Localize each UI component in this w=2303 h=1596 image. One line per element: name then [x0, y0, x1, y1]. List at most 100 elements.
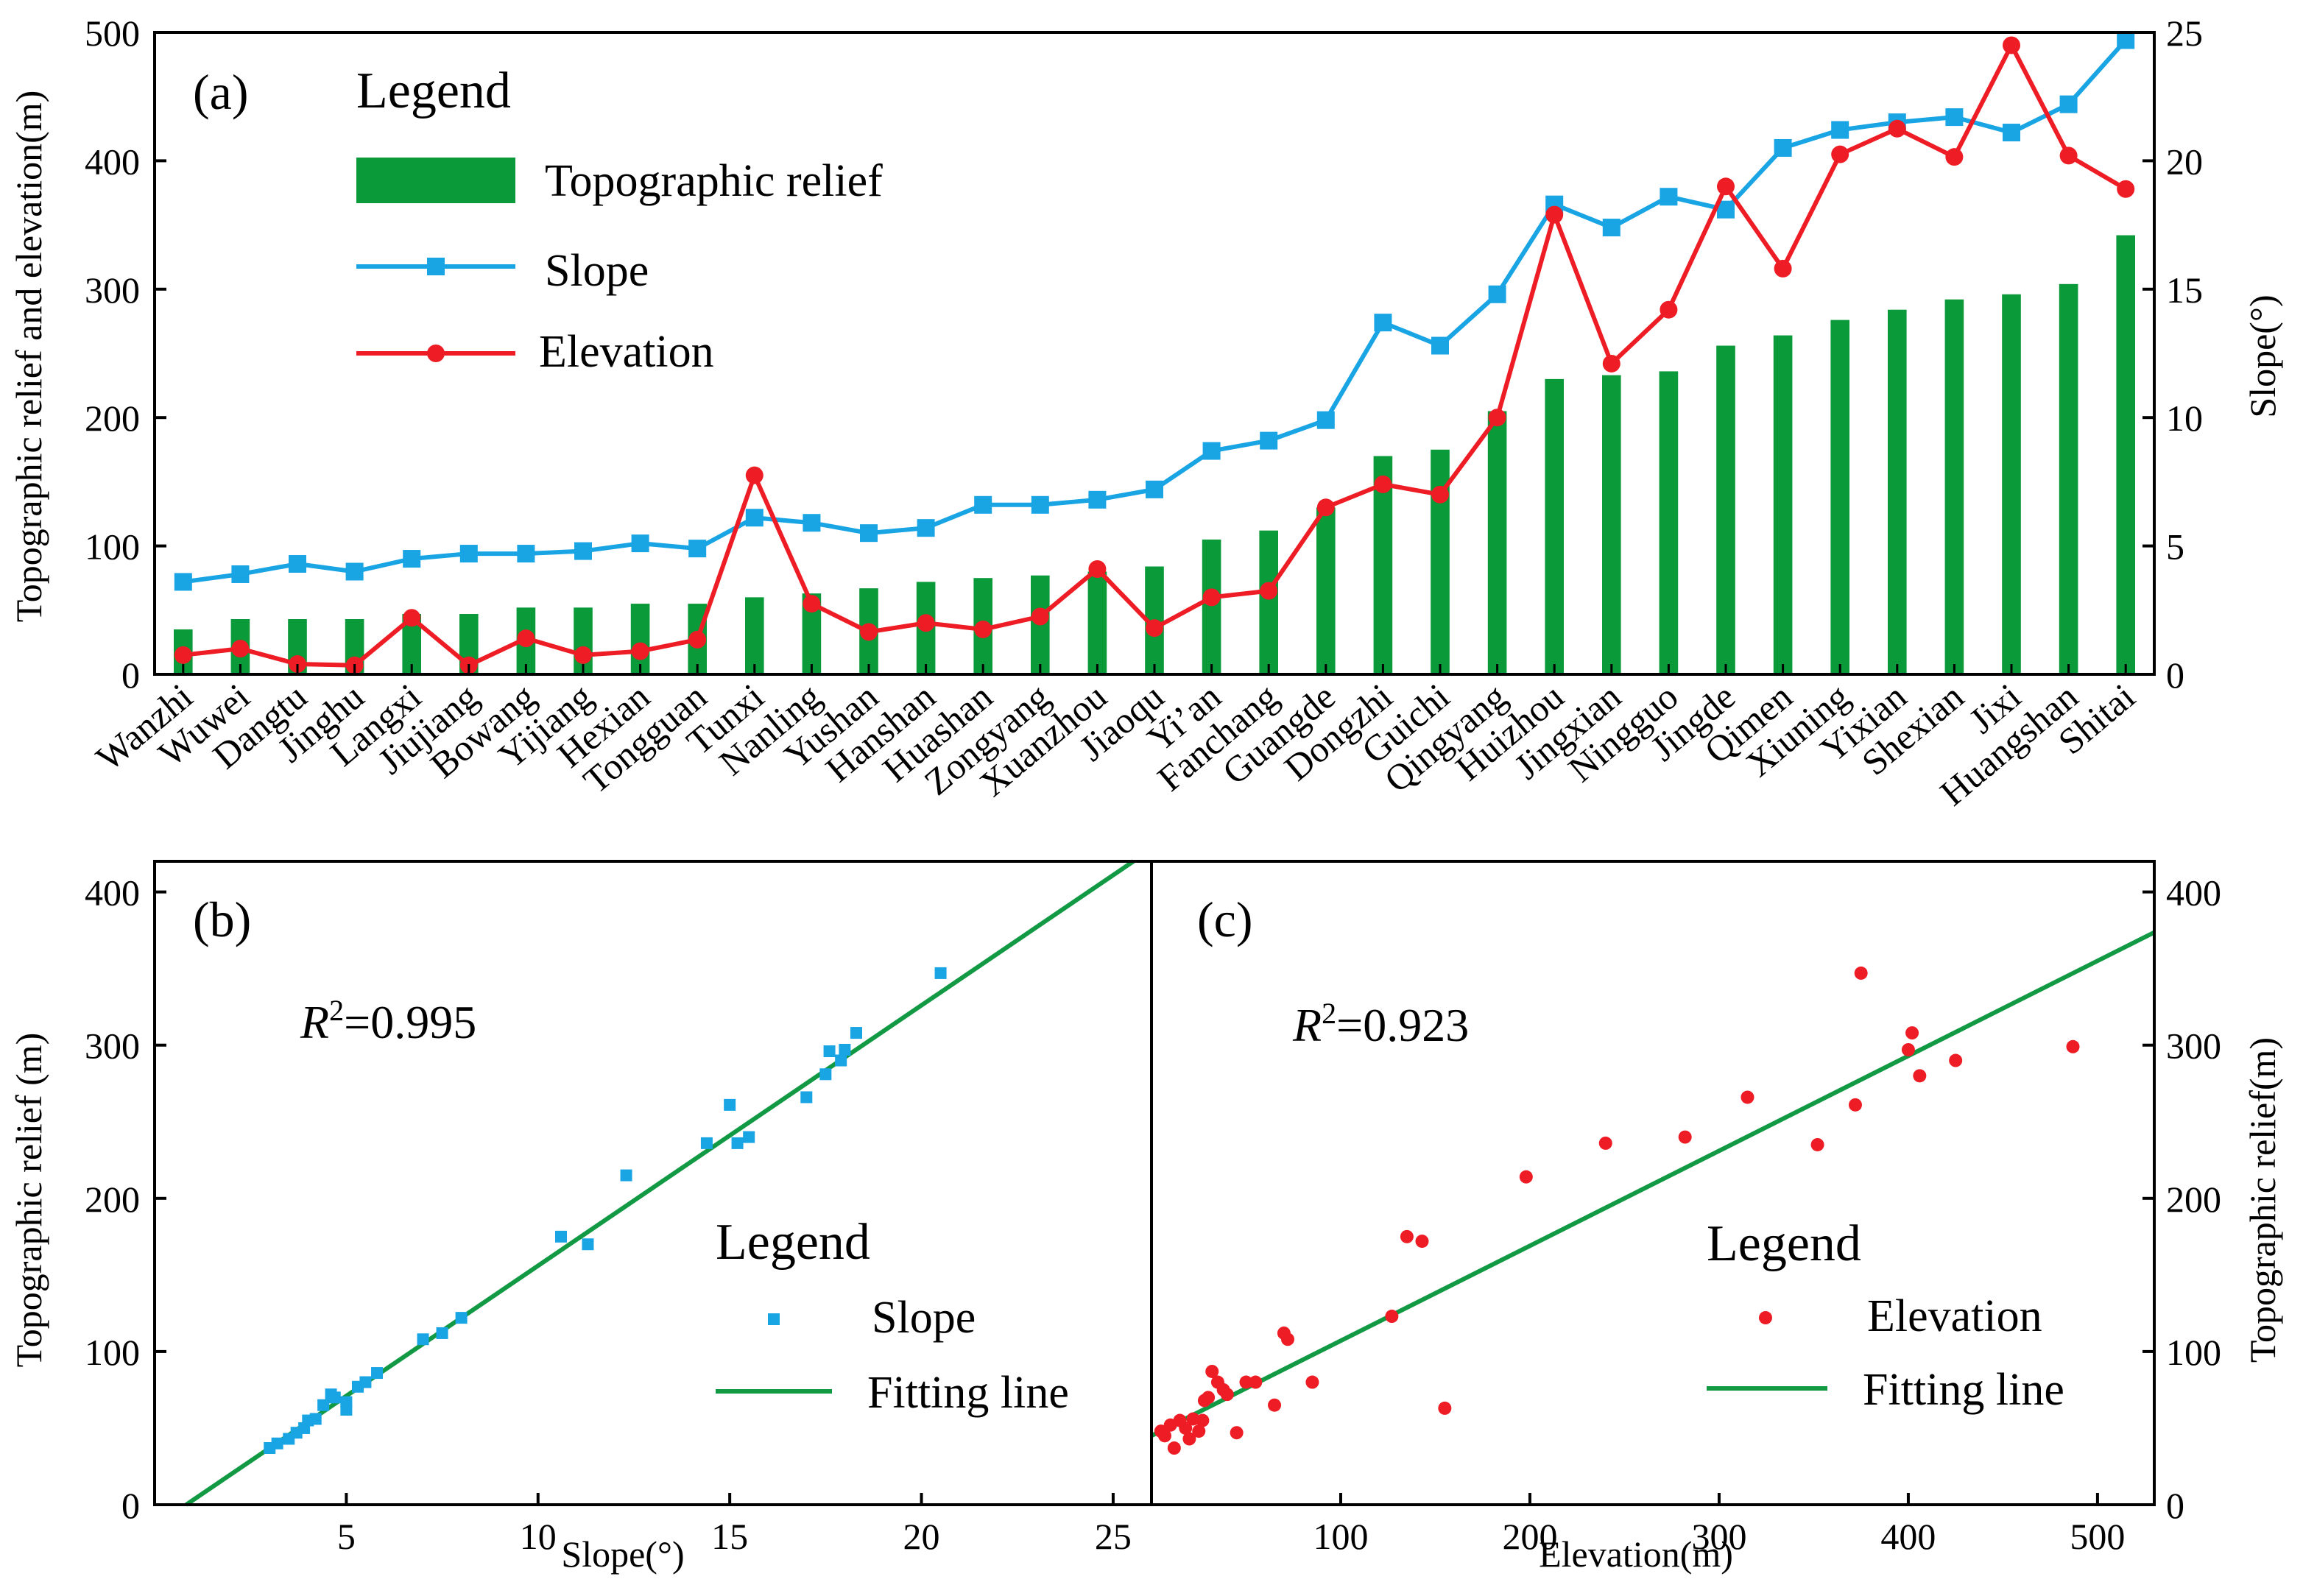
slope-marker [345, 562, 364, 581]
x-tick-label: 25 [1095, 1516, 1132, 1557]
x-tick-label: 100 [1313, 1516, 1368, 1557]
y-tick-label: 200 [85, 398, 140, 439]
data-point [271, 1437, 283, 1450]
data-point [800, 1091, 813, 1104]
panel-b-y-axis-label: Topographic relief (m) [8, 1033, 49, 1368]
data-point [1249, 1375, 1263, 1389]
panel-c-y-axis-ticks: 0 100 200 300 400 [2142, 872, 2221, 1526]
slope-marker [1431, 336, 1449, 355]
y-tick-label: 400 [85, 141, 140, 182]
r2-symbol: R [1292, 999, 1322, 1051]
elevation-marker [1774, 259, 1792, 278]
elevation-marker [1316, 498, 1335, 517]
elevation-marker [1945, 148, 1964, 166]
r2-value: =0.923 [1336, 999, 1469, 1051]
slope-marker [803, 514, 821, 532]
slope-marker [1146, 480, 1163, 498]
slope-marker [574, 542, 592, 560]
y-tick-label: 0 [2166, 1485, 2184, 1526]
elevation-points [1154, 966, 2080, 1455]
legend-elevation-label: Elevation [539, 327, 714, 377]
panel-c-chart: 0 100 200 300 400 100 200 300 400 500 (c) R2=0.9… [1150, 872, 2283, 1575]
data-point [1202, 1391, 1216, 1405]
data-point [417, 1333, 429, 1346]
data-point [1196, 1413, 1210, 1427]
elevation-marker [1374, 475, 1392, 493]
relief-bar [2002, 294, 2021, 674]
y-tick-label: 100 [85, 1332, 140, 1373]
data-point [359, 1376, 372, 1388]
data-point [1281, 1332, 1295, 1346]
relief-bar [1716, 345, 1735, 674]
y-tick-label: 300 [2166, 1025, 2221, 1067]
panel-b-label: (b) [193, 891, 251, 947]
elevation-marker [1545, 205, 1564, 224]
elevation-marker [688, 630, 707, 649]
elevation-marker [174, 646, 192, 664]
y-tick-label: 0 [121, 654, 140, 696]
relief-bar [1887, 309, 1907, 674]
legend-elevation-marker [1759, 1311, 1772, 1324]
legend-elevation-marker [427, 345, 445, 362]
data-point [436, 1327, 448, 1339]
elevation-marker [974, 620, 992, 638]
y-tick-label: 0 [121, 1485, 140, 1526]
data-point [309, 1413, 322, 1425]
data-point [700, 1137, 713, 1149]
panel-b-x-axis-ticks: 5 10 15 20 25 [337, 1493, 1132, 1557]
elevation-marker [2059, 146, 2078, 165]
panel-a-y-axis-label: Topographic relief and elevation(m) [8, 91, 49, 623]
y-tick-label: 100 [2166, 1332, 2221, 1373]
y2-tick-label: 10 [2166, 398, 2203, 439]
elevation-marker [2117, 180, 2135, 198]
data-point [1598, 1136, 1612, 1150]
elevation-marker [1431, 485, 1449, 504]
data-point [1848, 1098, 1862, 1112]
data-point [1913, 1069, 1927, 1083]
panel-c-r2: R2=0.923 [1292, 997, 1469, 1051]
fit-line [1150, 930, 2156, 1438]
legend-fitting-label: Fitting line [867, 1368, 1069, 1418]
elevation-marker [1260, 582, 1278, 600]
y-tick-label: 500 [85, 13, 140, 54]
category-axis-ticks: WanzhiWuweiDangtuJinghuLangxiJiujiangBow… [88, 664, 2142, 813]
data-point [1205, 1364, 1219, 1378]
panel-b-legend: Legend Slope Fitting line [716, 1214, 1069, 1418]
r2-superscript: 2 [329, 994, 344, 1027]
data-point [839, 1043, 851, 1056]
data-point [1268, 1398, 1282, 1412]
slope-marker [1660, 188, 1678, 206]
slope-marker [1202, 442, 1221, 460]
data-point [582, 1238, 594, 1251]
relief-bar [1316, 507, 1336, 674]
elevation-marker [1660, 300, 1678, 319]
relief-bars [173, 235, 2136, 675]
slope-marker [745, 509, 763, 527]
legend-fitting-label: Fitting line [1863, 1365, 2064, 1415]
data-point [1415, 1235, 1429, 1249]
panel-c-y-axis-label: Topographic relief(m) [2242, 1037, 2283, 1363]
slope-marker [1488, 285, 1506, 303]
data-point [743, 1131, 755, 1143]
panel-b-x-axis-label: Slope(°) [561, 1533, 684, 1575]
panel-c-legend: Legend Elevation Fitting line [1707, 1215, 2064, 1415]
panel-a-label: (a) [193, 64, 248, 120]
panel-b-r2: R2=0.995 [300, 994, 476, 1048]
relief-bar [1259, 530, 1279, 674]
elevation-marker [403, 609, 421, 627]
slope-series [174, 31, 2135, 591]
elevation-marker [917, 614, 935, 632]
slope-marker [2059, 95, 2078, 113]
data-point [724, 1098, 736, 1111]
data-point [555, 1230, 568, 1243]
data-point [819, 1068, 832, 1081]
right-y-axis-ticks: 0 5 10 15 20 25 [2142, 13, 2203, 696]
elevation-marker [231, 640, 250, 658]
slope-marker [231, 565, 250, 583]
data-point [317, 1399, 330, 1411]
y2-tick-label: 25 [2166, 13, 2203, 54]
slope-marker [517, 545, 535, 563]
relief-bar [630, 604, 650, 674]
slope-marker [917, 519, 935, 537]
elevation-marker [803, 595, 821, 613]
